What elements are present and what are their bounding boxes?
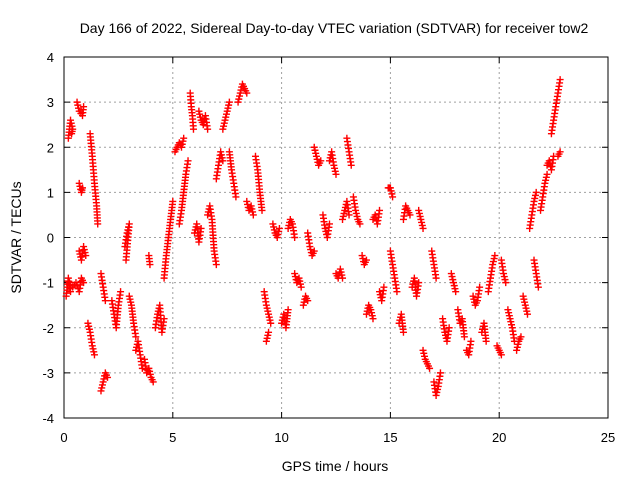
y-axis-label: SDTVAR / TECUs <box>8 181 24 293</box>
x-tick-label: 20 <box>492 430 506 445</box>
data-point <box>101 297 109 305</box>
data-point <box>275 224 283 232</box>
data-point <box>445 324 453 332</box>
data-points <box>62 76 564 399</box>
data-point <box>310 247 318 255</box>
data-point <box>291 234 299 241</box>
data-point <box>426 364 434 372</box>
data-point <box>380 283 388 291</box>
data-point <box>476 283 484 291</box>
data-point <box>149 378 157 386</box>
data-point <box>94 220 102 228</box>
data-point <box>304 297 312 305</box>
data-point <box>249 211 257 219</box>
data-point <box>265 328 273 336</box>
data-point <box>376 206 384 214</box>
data-point <box>556 148 564 156</box>
x-tick-label: 15 <box>383 430 397 445</box>
data-point <box>345 211 353 219</box>
data-point <box>502 279 510 287</box>
data-point <box>497 351 505 359</box>
data-point <box>189 125 197 133</box>
data-point <box>534 283 542 291</box>
data-point <box>415 279 423 287</box>
data-point <box>419 224 427 232</box>
data-point <box>532 188 540 196</box>
y-tick-label: 4 <box>47 50 54 65</box>
data-point <box>184 157 192 165</box>
grid-lines <box>64 57 608 418</box>
data-point <box>325 220 333 228</box>
data-point <box>339 274 347 282</box>
data-point <box>432 274 440 282</box>
data-point <box>104 373 112 381</box>
data-point <box>258 206 266 214</box>
y-tick-label: -1 <box>42 276 54 291</box>
x-tick-label: 0 <box>60 430 67 445</box>
data-point <box>389 193 397 201</box>
data-point <box>297 283 305 291</box>
data-point <box>399 328 407 336</box>
data-point <box>362 256 370 264</box>
data-point <box>356 220 364 228</box>
x-tick-label: 25 <box>601 430 615 445</box>
x-tick-label: 5 <box>169 430 176 445</box>
y-tick-label: 2 <box>47 140 54 155</box>
y-tick-label: 0 <box>47 231 54 246</box>
data-point <box>160 315 168 323</box>
data-point <box>146 261 154 269</box>
data-point <box>169 197 177 205</box>
y-tick-label: -3 <box>42 366 54 381</box>
x-axis-label: GPS time / hours <box>282 458 389 474</box>
data-point <box>117 288 125 296</box>
data-point <box>436 369 444 377</box>
data-point <box>393 288 401 296</box>
data-point <box>204 125 212 133</box>
data-point <box>122 256 130 264</box>
data-point <box>132 333 140 341</box>
data-point <box>90 351 98 359</box>
data-point <box>491 252 499 260</box>
data-point <box>82 252 90 260</box>
data-point <box>212 261 220 269</box>
data-point <box>523 310 531 318</box>
data-point <box>243 89 251 97</box>
data-point <box>219 157 227 165</box>
data-point <box>267 319 275 327</box>
data-point <box>80 103 88 111</box>
axis-ticks: 0 5 10 15 20 25 -4 -3 -2 -1 0 1 2 3 4 <box>42 50 615 445</box>
chart-title: Day 166 of 2022, Sidereal Day-to-day VTE… <box>80 20 589 36</box>
y-tick-label: 3 <box>47 95 54 110</box>
y-tick-label: -4 <box>42 411 54 426</box>
data-point <box>225 98 233 106</box>
data-point <box>78 184 86 192</box>
y-tick-label: -2 <box>42 321 54 336</box>
data-point <box>80 279 88 287</box>
x-tick-label: 10 <box>274 430 288 445</box>
data-point <box>556 76 564 84</box>
data-point <box>369 315 377 323</box>
data-point <box>467 337 475 345</box>
data-point <box>232 193 240 201</box>
data-point <box>452 288 460 296</box>
data-point <box>482 337 490 345</box>
data-point <box>406 211 414 219</box>
data-point <box>543 170 551 178</box>
data-point <box>317 157 325 165</box>
data-point <box>68 130 76 138</box>
data-point <box>460 333 468 341</box>
data-point <box>517 333 525 341</box>
y-tick-label: 1 <box>47 185 54 200</box>
data-point <box>180 134 188 142</box>
data-point <box>197 224 205 232</box>
data-point <box>347 161 355 169</box>
data-point <box>65 279 73 287</box>
data-point <box>332 170 340 178</box>
data-point <box>284 306 292 314</box>
